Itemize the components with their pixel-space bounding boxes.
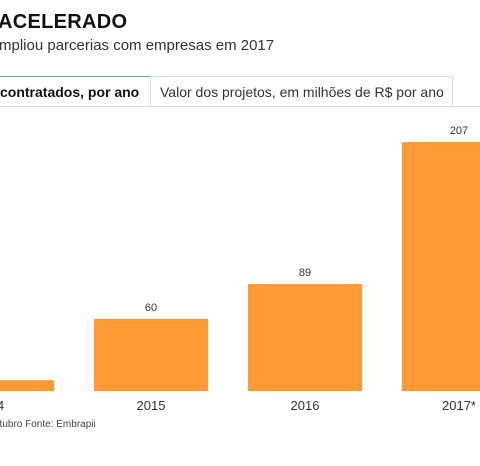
tab-project-value[interactable]: Valor dos projetos, em milhões de R$ por… [150, 76, 453, 105]
bar-2016 [248, 283, 362, 391]
source-footnote: utubro Fonte: Embrapii [0, 419, 96, 430]
data-label-2016: 89 [299, 267, 311, 279]
bar-2017* [402, 142, 480, 391]
x-tick-label-2016: 2016 [291, 398, 320, 413]
bar-14 [0, 380, 54, 391]
x-tick-label-2017*: 2017* [442, 398, 476, 413]
data-label-2017*: 207 [450, 125, 468, 137]
chart-title: ACELERADO [0, 11, 128, 33]
data-label-2015: 60 [145, 302, 157, 314]
x-tick-label-14: 14 [0, 398, 4, 413]
bar-2015 [94, 318, 208, 391]
tab-bar: contratados, por ano Valor dos projetos,… [0, 76, 480, 107]
tab-projects-contracted[interactable]: contratados, por ano [0, 76, 150, 105]
chart-subtitle: mpliou parcerias com empresas em 2017 [0, 37, 275, 54]
x-tick-label-2015: 2015 [137, 398, 166, 413]
